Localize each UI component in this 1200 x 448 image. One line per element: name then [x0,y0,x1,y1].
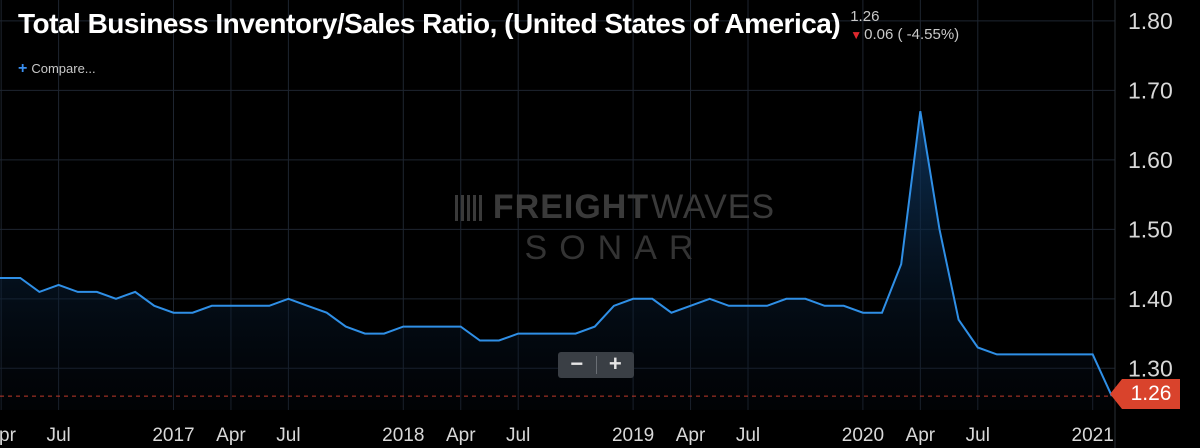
x-tick-label: 2019 [612,425,654,446]
x-tick-label: 2021 [1072,425,1114,446]
price-tag-pointer-icon [1110,379,1122,409]
quote-panel: 1.26 ▼ 0.06 ( -4.55%) [850,8,959,44]
x-tick-label: Jul [736,425,760,446]
change-value: 0.06 ( -4.55%) [864,26,960,43]
series-line-path [0,111,1113,397]
last-value: 1.26 [850,8,880,25]
last-price-tag: 1.26 [1110,379,1180,409]
zoom-out-button[interactable]: − [570,351,584,376]
x-tick-label: Jul [276,425,300,446]
y-tick-label: 1.50 [1128,216,1173,242]
zoom-in-button[interactable]: + [608,351,622,376]
compare-button[interactable]: + Compare... [18,60,96,78]
x-tick-label: Jul [506,425,530,446]
y-tick-label: 1.30 [1128,355,1173,381]
arrow-down-icon: ▼ [850,28,863,42]
x-tick-label: Jul [966,425,990,446]
x-tick-label: Apr [0,425,17,446]
chart-header: Total Business Inventory/Sales Ratio, (U… [18,8,959,44]
zoom-control: − + [558,352,634,378]
zoom-divider [595,356,597,374]
x-tick-label: Apr [906,425,936,446]
x-tick-label: Apr [676,425,706,446]
x-tick-label: Apr [216,425,246,446]
series-line [0,111,1113,397]
x-tick-label: 2020 [842,425,884,446]
compare-label: Compare... [31,61,96,76]
x-tick-label: Jul [46,425,70,446]
chart-title: Total Business Inventory/Sales Ratio, (U… [18,8,841,39]
x-tick-label: Apr [446,425,476,446]
x-tick-label: 2018 [382,425,424,446]
x-axis: Apr Jul 2017 Apr Jul 2018 Apr Jul 2019 Apr Jul 2020… [0,425,1114,446]
series-area [0,111,1112,410]
plus-icon: + [18,60,28,77]
price-tag-label: 1.26 [1122,379,1180,409]
change-value-row: ▼ 0.06 ( -4.55%) [850,26,959,44]
y-tick-label: 1.60 [1128,147,1173,173]
y-axis: 1.80 1.70 1.60 1.50 1.40 1.30 [1128,8,1173,381]
y-tick-label: 1.40 [1128,286,1173,312]
y-tick-label: 1.70 [1128,77,1173,103]
series-area-fill [0,111,1112,410]
x-tick-label: 2017 [152,425,194,446]
y-tick-label: 1.80 [1128,8,1173,34]
